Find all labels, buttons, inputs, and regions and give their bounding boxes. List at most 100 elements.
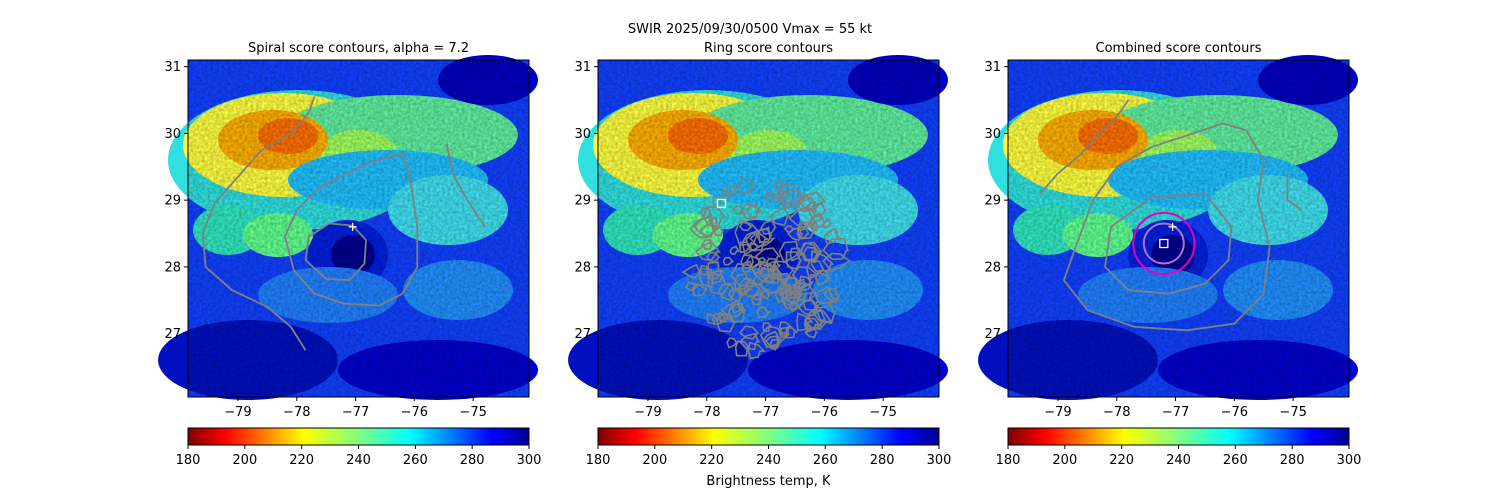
ring-contour bbox=[734, 340, 751, 357]
ring-contour bbox=[796, 312, 814, 332]
y-tick-label: 31 bbox=[164, 60, 181, 75]
colorbar-tick-label: 200 bbox=[642, 453, 667, 468]
colorbar-spiral: 180 200 220 240 260 280 300 bbox=[176, 427, 542, 468]
ring-contour bbox=[768, 207, 791, 227]
heatmap-ring bbox=[568, 55, 948, 400]
ring-contour bbox=[700, 207, 712, 220]
score-contour bbox=[284, 152, 419, 307]
ring-contour bbox=[804, 326, 819, 339]
score-contour bbox=[1104, 192, 1233, 295]
panel-ring: Ring score contours −79 −78 −77 −76 −75 27 28… bbox=[568, 41, 951, 489]
colorbar-tick-label: 240 bbox=[346, 453, 371, 468]
y-tick-label: 31 bbox=[574, 60, 591, 75]
center-square-marker bbox=[1159, 238, 1169, 249]
colorbar-tick-label: 260 bbox=[1223, 453, 1248, 468]
ring-contour bbox=[733, 273, 752, 292]
x-tick-label: −77 bbox=[342, 405, 369, 420]
y-tick-label: 29 bbox=[574, 194, 591, 209]
axes-frame-ring bbox=[597, 59, 940, 398]
heatmap-spiral bbox=[158, 55, 538, 400]
ring-contour bbox=[809, 286, 838, 309]
colorbar-ticks-combined: 180 200 220 240 260 280 300 bbox=[996, 445, 1361, 468]
ring-contour bbox=[808, 214, 827, 229]
ring-contour bbox=[774, 189, 791, 203]
ring-contour bbox=[691, 283, 708, 297]
colorbar-tick-label: 260 bbox=[813, 453, 838, 468]
score-contour bbox=[1286, 173, 1303, 211]
ring-contour bbox=[684, 281, 699, 292]
colorbar-gradient-combined bbox=[1007, 427, 1350, 446]
y-tick-label: 29 bbox=[164, 194, 181, 209]
ring-contour bbox=[707, 271, 732, 296]
ring-contour bbox=[722, 256, 735, 266]
ring-contour bbox=[726, 336, 739, 349]
ring-contour bbox=[822, 218, 833, 229]
panel-title-ring: Ring score contours bbox=[704, 41, 833, 56]
x-tick-label: −76 bbox=[401, 405, 428, 420]
ring-contour bbox=[762, 330, 783, 351]
ring-contour bbox=[822, 237, 849, 261]
contours-spiral bbox=[201, 96, 486, 351]
colorbar-combined: 180 200 220 240 260 280 300 bbox=[996, 427, 1361, 468]
colorbar-label-ring: Brightness temp, K bbox=[706, 474, 831, 489]
colorbar-tick-label: 180 bbox=[176, 453, 201, 468]
score-contour bbox=[304, 222, 367, 282]
ring-contour bbox=[711, 311, 728, 326]
x-tick-label: −75 bbox=[459, 405, 486, 420]
y-tick-label: 30 bbox=[164, 127, 181, 142]
x-tick-label: −79 bbox=[224, 405, 251, 420]
colorbar-gradient-ring bbox=[597, 427, 940, 446]
colorbar-tick-label: 180 bbox=[586, 453, 611, 468]
ring-contour bbox=[727, 302, 746, 323]
ring-contour bbox=[693, 214, 718, 238]
axes-frame-spiral bbox=[187, 59, 530, 398]
score-contour bbox=[1063, 122, 1271, 332]
ring-contour bbox=[764, 257, 782, 272]
ring-contour bbox=[796, 226, 810, 240]
ring-contour bbox=[804, 308, 827, 331]
x-tick-label: −78 bbox=[283, 405, 310, 420]
ring-contour bbox=[765, 191, 776, 202]
panel-spiral: Spiral score contours, alpha = 7.2 −79 −7… bbox=[158, 41, 541, 468]
ring-contour bbox=[802, 291, 820, 311]
ring-contour bbox=[805, 200, 817, 213]
axes-frame-combined bbox=[1007, 59, 1350, 398]
x-tick-label: −78 bbox=[1103, 405, 1130, 420]
ring-contour bbox=[745, 204, 763, 218]
ring-contour bbox=[707, 261, 725, 280]
ring-contour bbox=[810, 250, 835, 277]
ring-score-contours bbox=[681, 178, 852, 360]
panel-combined: Combined score contours −79 −78 −77 −76 −75 … bbox=[978, 41, 1361, 468]
score-contour bbox=[1039, 99, 1130, 195]
ring-contour bbox=[823, 287, 841, 304]
ring-contour bbox=[736, 284, 751, 296]
y-tick-label: 27 bbox=[164, 327, 181, 342]
ring-contour bbox=[796, 299, 819, 317]
center-plus-marker bbox=[348, 222, 357, 231]
ring-contour bbox=[745, 232, 771, 251]
ring-contour bbox=[705, 312, 719, 324]
ring-contour bbox=[740, 254, 755, 270]
ring-contour bbox=[701, 239, 713, 250]
y-tick-label: 27 bbox=[984, 327, 1001, 342]
x-tick-label: −79 bbox=[1044, 405, 1071, 420]
figure-suptitle-line-1: SWIR 2025/09/30/0500 Vmax = 55 kt bbox=[627, 22, 873, 37]
y-tick-label: 29 bbox=[984, 194, 1001, 209]
colorbar-ticks-spiral: 180 200 220 240 260 280 300 bbox=[176, 445, 542, 468]
colorbar-tick-label: 200 bbox=[232, 453, 257, 468]
panel-title-spiral: Spiral score contours, alpha = 7.2 bbox=[248, 41, 469, 56]
x-tick-label: −79 bbox=[634, 405, 661, 420]
ring-contour bbox=[811, 202, 828, 217]
ring-contour bbox=[734, 178, 757, 195]
colorbar-ticks-ring: 180 200 220 240 260 280 300 bbox=[586, 445, 951, 468]
contours-ring bbox=[681, 178, 852, 360]
x-tick-label: −76 bbox=[811, 405, 838, 420]
ring-contour bbox=[694, 241, 721, 262]
combined-circle bbox=[1132, 211, 1196, 276]
y-ticks-ring: 27 28 29 30 31 bbox=[574, 60, 598, 342]
ring-contour bbox=[777, 188, 809, 210]
colorbar-tick-label: 200 bbox=[1052, 453, 1077, 468]
colorbar-tick-label: 300 bbox=[517, 453, 542, 468]
center-square-marker bbox=[716, 198, 727, 209]
